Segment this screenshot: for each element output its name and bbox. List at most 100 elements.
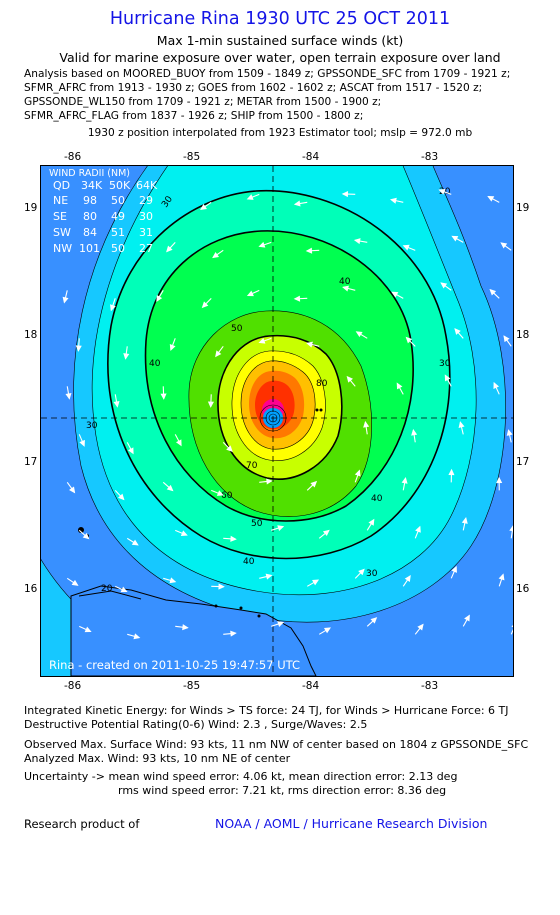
obs-point — [319, 408, 323, 412]
islet — [239, 606, 243, 610]
analysis-line: SFMR_AFRC from 1913 - 1930 z; GOES from … — [24, 82, 483, 94]
page-title: Hurricane Rina 1930 UTC 25 OCT 2011 — [109, 9, 451, 29]
wind-vector-head — [402, 244, 410, 251]
wind-vector-head — [500, 242, 508, 249]
wind-vector-head — [226, 445, 233, 453]
dpr-line: Destructive Potential Rating(0-6) Wind: … — [24, 718, 368, 731]
wind-vector-head — [368, 518, 375, 526]
wind-vector-head — [79, 439, 85, 447]
wind-vector-head — [448, 468, 455, 476]
wind-radii-value: 98 — [83, 194, 97, 207]
bay-islands — [78, 590, 142, 600]
wind-vector-head — [506, 429, 513, 436]
contour-line-75 — [231, 350, 326, 461]
islet — [257, 614, 261, 618]
wind-vector-head — [113, 400, 120, 408]
validity-note: Valid for marine exposure over water, op… — [59, 50, 501, 65]
contour-label: 80 — [316, 379, 328, 389]
wind-vector-head — [156, 295, 163, 303]
wind-vector-head — [493, 381, 500, 389]
wind-vector-head — [212, 252, 220, 259]
wind-vector-head — [127, 447, 134, 455]
wind-radii-header: QD — [53, 179, 70, 192]
wind-contour-svg: 30 40 50 40 80 70 60 50 40 40 30 30 20 3… — [41, 166, 513, 676]
wind-radii-value: 80 — [83, 210, 97, 223]
contour-label: 50 — [231, 324, 243, 334]
y-tick-left: 19 — [24, 202, 38, 214]
contour-label: 70 — [246, 461, 258, 471]
wind-radii-value: 84 — [83, 226, 97, 239]
wind-field-map: 30 40 50 40 80 70 60 50 40 40 30 30 20 3… — [40, 165, 514, 677]
wind-vector-head — [310, 480, 318, 488]
wind-vector-head — [216, 490, 224, 496]
x-tick-top: -83 — [421, 151, 439, 163]
wind-radii-header: 50K — [109, 179, 131, 192]
wind-vector-head — [160, 393, 167, 400]
wind-vector-head — [293, 295, 301, 302]
wind-vector-head — [207, 401, 214, 408]
wind-vector-head — [69, 486, 76, 494]
wind-vector-head — [246, 194, 254, 200]
wind-vector-head — [451, 565, 457, 573]
wind-vector-head — [75, 345, 82, 352]
wind-radii-value: 31 — [139, 226, 153, 239]
wind-vector-head — [511, 625, 513, 628]
analysis-line: SFMR_AFRC_FLAG from 1837 - 1926 z; SHIP … — [24, 110, 364, 122]
wind-vector-head — [363, 420, 370, 428]
wind-radii-table: WIND RADII (NM) QD 34K 50K 64K NE 98 50 … — [49, 168, 158, 255]
wind-vector-head — [277, 525, 285, 532]
org-link[interactable]: NOAA / AOML / Hurricane Research Divisio… — [215, 816, 488, 831]
contour-label: 30 — [366, 569, 378, 579]
x-tick-bottom: -83 — [421, 680, 439, 692]
wind-vector-head — [293, 200, 301, 207]
wind-vector-head — [461, 517, 468, 524]
wind-radii-value: 30 — [139, 210, 153, 223]
contour-label: 30 — [86, 421, 98, 431]
wind-vector-head — [498, 573, 505, 581]
contour-line-80 — [240, 360, 316, 450]
wind-vector-head — [306, 341, 313, 348]
x-tick-bottom: -84 — [302, 680, 320, 692]
wind-vector-head — [230, 535, 237, 542]
uncertainty-rms-line: rms wind speed error: 7.21 kt, rms direc… — [118, 784, 447, 797]
analysis-line: GPSSONDE_WL150 from 1709 - 1921 z; METAR… — [24, 96, 382, 108]
wind-vector-head — [355, 331, 363, 338]
wind-vector-head — [341, 191, 349, 198]
wind-vector-head — [404, 575, 411, 582]
map-watermark: Rina - created on 2011-10-25 19:47:57 UT… — [49, 658, 300, 672]
wind-vector-head — [201, 301, 209, 309]
wind-radii-value: 51 — [111, 226, 125, 239]
wind-radii-value: 50 — [111, 242, 125, 255]
wind-vector-head — [396, 382, 403, 390]
wind-vector-head — [346, 375, 353, 383]
wind-vector-head — [509, 525, 513, 532]
wind-vector-head — [305, 247, 313, 254]
wind-vector-head — [438, 188, 446, 195]
wind-vector-head — [166, 484, 174, 492]
wind-vector-head — [322, 529, 330, 537]
wind-radii-value: 27 — [139, 242, 153, 255]
wind-vector-head — [169, 577, 177, 584]
y-tick-right: 17 — [516, 456, 530, 468]
contour-label: 20 — [101, 584, 113, 594]
x-tick-top: -84 — [302, 151, 320, 163]
wind-vector-head — [266, 478, 273, 485]
analyzed-wind: Analyzed Max. Wind: 93 kts, 10 nm NE of … — [24, 752, 291, 765]
wind-vector-head — [464, 614, 470, 622]
wind-vector-head — [218, 583, 225, 590]
observed-wind: Observed Max. Surface Wind: 93 kts, 11 n… — [24, 738, 529, 751]
wind-vector-head — [353, 238, 361, 245]
y-tick-left: 16 — [24, 583, 38, 595]
contour-line-64kt — [217, 334, 343, 480]
wind-vector-head — [440, 282, 448, 289]
wind-vector-head — [358, 568, 365, 576]
y-tick-left: 17 — [24, 456, 38, 468]
wind-vector-arrow — [510, 629, 513, 635]
contour-label: 50 — [251, 519, 263, 529]
y-tick-right: 19 — [516, 202, 530, 214]
wind-vector-head — [133, 633, 141, 640]
wind-vector-head — [62, 296, 69, 304]
wind-vector-head — [312, 579, 320, 586]
wind-vector-head — [451, 235, 459, 242]
uncertainty-line: Uncertainty -> mean wind speed error: 4.… — [24, 770, 458, 783]
